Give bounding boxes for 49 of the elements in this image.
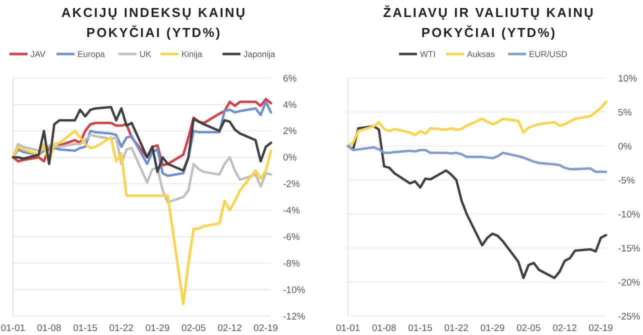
y-tick-label: 5% <box>618 107 632 118</box>
y-tick-label: -25% <box>618 311 641 322</box>
x-tick-label: 01-08 <box>372 323 396 334</box>
y-tick-label: 10% <box>618 73 638 84</box>
x-tick-label: 01-22 <box>444 323 469 334</box>
chart-title: ŽALIAVŲ IR VALIUTŲ KAINŲ POKYČIAI (YTD%) <box>383 5 595 40</box>
y-tick-label: 0% <box>618 141 632 152</box>
x-tick-label: 02-05 <box>516 323 541 334</box>
y-tick-label: 4% <box>283 100 298 111</box>
x-tick-label: 01-29 <box>145 323 170 334</box>
y-tick-label: -12% <box>283 311 306 322</box>
line-series <box>12 134 272 204</box>
y-tick-label: -10% <box>283 284 306 296</box>
x-tick-label: 01-15 <box>408 323 432 334</box>
y-tick-label: -15% <box>618 243 641 254</box>
y-tick-label: -2% <box>283 179 300 190</box>
legend-label: Auksas <box>467 49 495 59</box>
y-tick-label: -10% <box>618 209 641 220</box>
legend-label: UK <box>140 49 152 59</box>
y-tick-label: 6% <box>283 73 298 84</box>
y-tick-label: -4% <box>283 206 300 217</box>
y-tick-label: -20% <box>618 277 641 288</box>
x-tick-label: 01-01 <box>0 323 26 334</box>
y-tick-label: -6% <box>283 232 300 243</box>
x-tick-label: 01-01 <box>336 323 360 334</box>
x-tick-label: 01-29 <box>480 323 505 334</box>
legend-label: Kinija <box>182 49 203 59</box>
line-series <box>346 144 608 174</box>
x-tick-label: 01-15 <box>73 323 98 334</box>
legend-label: JAV <box>30 49 46 59</box>
x-tick-label: 02-12 <box>552 323 577 334</box>
chart-title: AKCIJŲ INDEKSŲ KAINŲ POKYČIAI (YTD%) <box>61 5 247 40</box>
x-tick-label: 02-12 <box>218 323 242 334</box>
line-series <box>346 100 608 148</box>
x-tick-label: 01-08 <box>36 323 62 334</box>
x-tick-label: 02-19 <box>254 323 278 334</box>
y-tick-label: -8% <box>283 258 300 270</box>
x-tick-label: 02-19 <box>588 323 613 334</box>
line-series <box>12 98 272 166</box>
x-tick-label: 01-22 <box>109 323 134 334</box>
legend-label: EUR/USD <box>529 49 568 59</box>
x-tick-label: 02-05 <box>181 323 206 334</box>
legend-label: Europa <box>78 49 106 59</box>
legend-label: WTI <box>420 49 436 59</box>
y-tick-label: 2% <box>283 126 298 138</box>
y-tick-label: 0% <box>283 152 298 164</box>
legend-label: Japonija <box>244 49 276 59</box>
line-series <box>12 130 272 306</box>
y-tick-label: -5% <box>618 175 636 186</box>
